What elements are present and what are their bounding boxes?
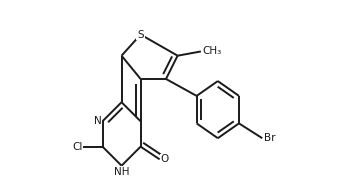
Text: NH: NH <box>114 167 129 177</box>
Text: N: N <box>94 116 101 126</box>
Text: S: S <box>137 30 144 40</box>
Text: Cl: Cl <box>72 142 82 152</box>
Text: CH₃: CH₃ <box>203 46 222 57</box>
Text: Br: Br <box>264 133 276 143</box>
Text: O: O <box>161 154 169 164</box>
